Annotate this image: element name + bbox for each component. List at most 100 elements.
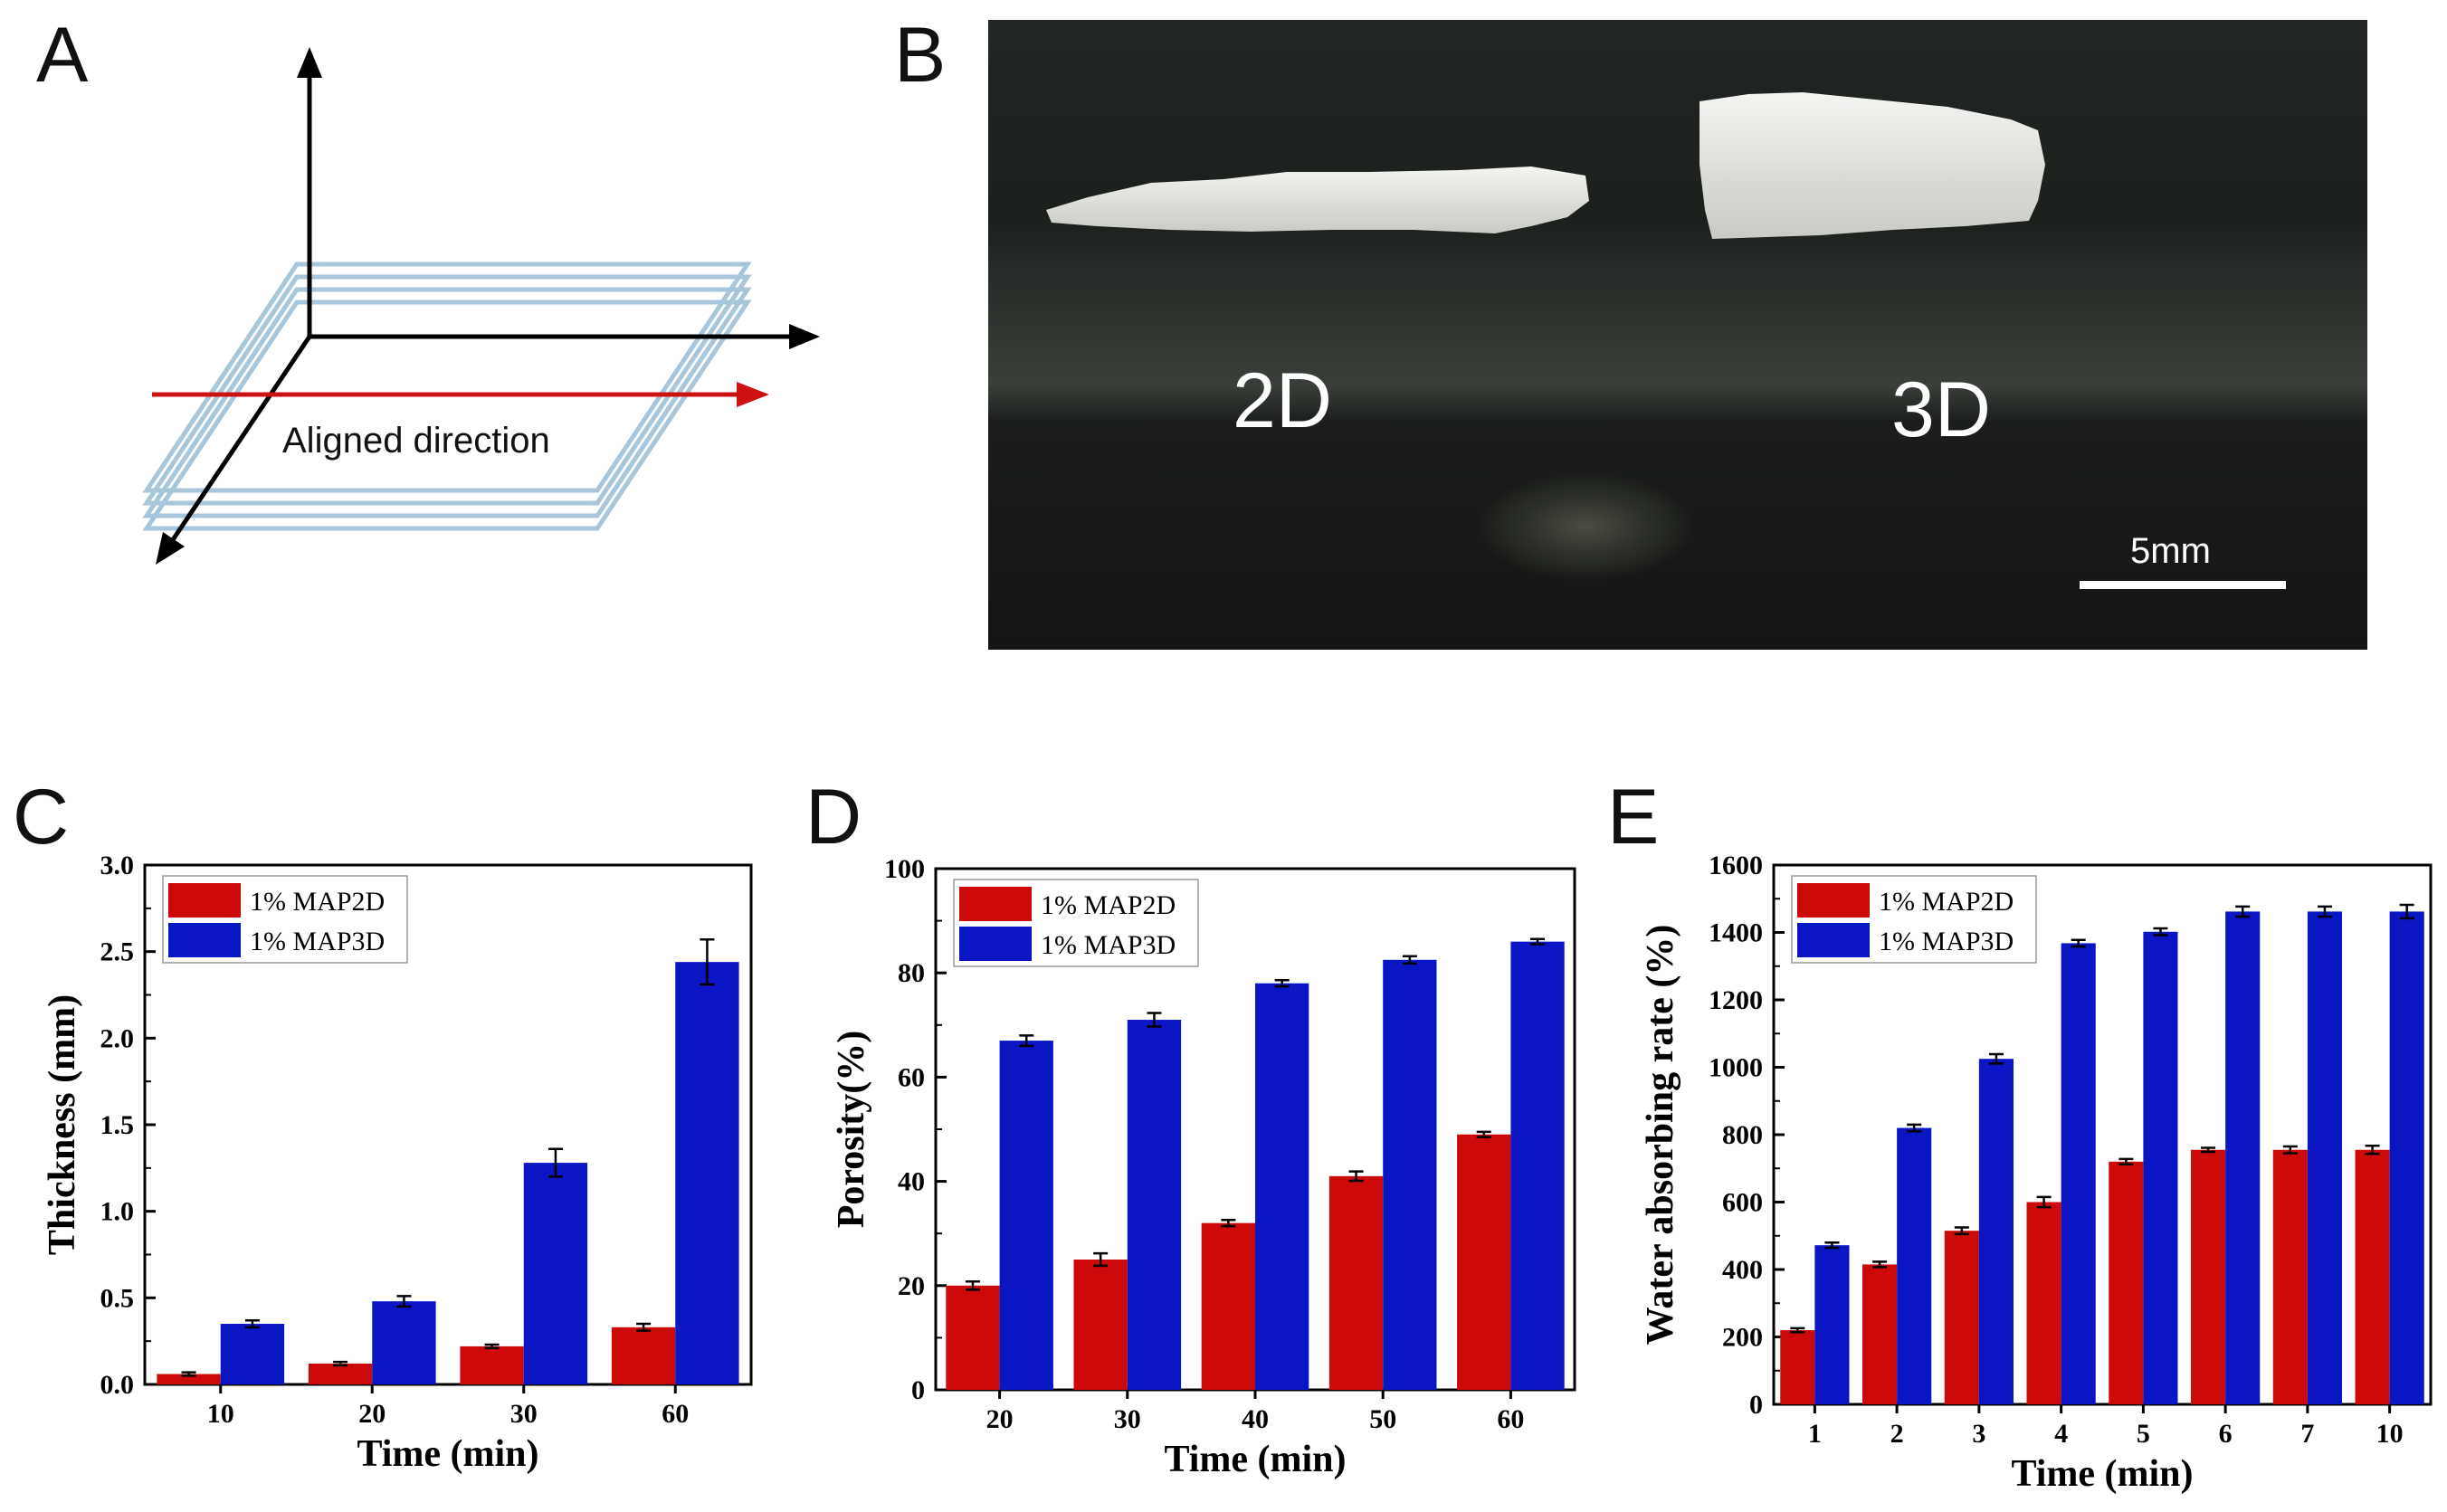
bar [1814, 1245, 1850, 1404]
x-axis-label: Time (min) [2011, 1453, 2193, 1495]
bar [2272, 1149, 2308, 1404]
y-tick-label: 400 [1722, 1255, 1763, 1285]
label-3d: 3D [1891, 366, 1991, 453]
bar [2389, 911, 2424, 1404]
bar [1944, 1231, 1979, 1404]
x-tick-label: 20 [986, 1404, 1014, 1434]
legend-swatch [959, 927, 1032, 961]
x-tick-label: 4 [2054, 1419, 2068, 1449]
bar [999, 1041, 1053, 1390]
y-tick-label: 0.0 [100, 1370, 135, 1400]
x-tick-label: 7 [2300, 1419, 2314, 1449]
y-tick-label: 1200 [1709, 985, 1763, 1015]
bar [2225, 911, 2261, 1404]
y-tick-label: 3.0 [100, 851, 135, 880]
panel-letter-c: C [13, 774, 70, 861]
y-tick-label: 100 [884, 854, 925, 884]
thickness-chart: 0.0 0.5 1.0 1.5 2.0 2.5 3.0 10 20 30 60 Time (min) T… [42, 851, 753, 1475]
x-tick-label: 5 [2137, 1419, 2150, 1449]
axis-arrows [156, 47, 820, 565]
bar [308, 1364, 373, 1384]
bar [1510, 941, 1565, 1390]
y-tick-label: 1600 [1709, 851, 1763, 880]
bar [1457, 1134, 1511, 1390]
y-tick-label: 2.5 [100, 937, 135, 967]
x-tick-label: 30 [510, 1399, 538, 1429]
y-tick-label: 1000 [1709, 1053, 1763, 1083]
legend-label: 1% MAP3D [250, 927, 385, 956]
x-tick-label: 10 [207, 1399, 234, 1429]
y-tick-label: 80 [898, 958, 925, 988]
x-axis-label: Time (min) [357, 1433, 538, 1475]
aligned-direction-arrow [152, 382, 769, 407]
bar [1073, 1260, 1128, 1390]
x-tick-label: 10 [2376, 1419, 2404, 1449]
x-tick-label: 6 [2219, 1419, 2233, 1449]
legend-label: 1% MAP2D [1879, 887, 2014, 917]
x-tick-label: 1 [1808, 1419, 1822, 1449]
bar [675, 962, 739, 1384]
panel-letter-b: B [894, 12, 947, 99]
scaffold-3d [1700, 92, 2045, 239]
x-tick-label: 3 [1972, 1419, 1985, 1449]
y-tick-label: 1400 [1709, 918, 1763, 948]
scale-bar-label: 5mm [2130, 531, 2211, 571]
bar [1201, 1222, 1255, 1390]
aligned-direction-diagram: Aligned direction [142, 47, 820, 565]
bar [523, 1163, 588, 1384]
y-tick-label: 800 [1722, 1120, 1763, 1150]
scaffold-2d [1046, 166, 1589, 233]
legend-label: 1% MAP3D [1041, 930, 1176, 960]
bar [157, 1374, 221, 1384]
x-tick-label: 40 [1242, 1404, 1269, 1434]
y-tick-label: 200 [1722, 1323, 1763, 1353]
bar [2143, 931, 2178, 1404]
y-tick-label: 2.0 [100, 1023, 135, 1053]
legend-swatch [168, 883, 241, 918]
y-tick-label: 600 [1722, 1188, 1763, 1218]
water-absorbing-chart: 0 200 400 600 800 1000 1200 1400 1600 1 2 3 4 5 6 7 10 Ti… [1640, 851, 2433, 1495]
legend-swatch [1797, 923, 1870, 957]
aligned-direction-label: Aligned direction [282, 421, 550, 461]
x-tick-label: 60 [1497, 1404, 1524, 1434]
bar [2307, 911, 2342, 1404]
fiber-planes [142, 262, 752, 531]
legend-swatch [959, 887, 1032, 921]
bar [1897, 1127, 1932, 1404]
legend-swatch [1797, 883, 1870, 918]
bar [2191, 1149, 2226, 1404]
y-tick-label: 0.5 [100, 1283, 135, 1313]
y-axis-label: Porosity(%) [831, 1031, 872, 1229]
bar [946, 1285, 1000, 1390]
y-tick-label: 20 [898, 1271, 925, 1301]
bar [2061, 943, 2096, 1404]
bar [1780, 1330, 1815, 1404]
y-tick-label: 0 [911, 1375, 925, 1405]
y-tick-label: 60 [898, 1062, 925, 1092]
panel-letter-d: D [805, 774, 862, 861]
bar [1383, 959, 1437, 1390]
y-tick-label: 1.0 [100, 1197, 135, 1227]
legend-swatch [168, 923, 241, 957]
y-tick-label: 0 [1749, 1390, 1763, 1420]
x-tick-label: 60 [662, 1399, 689, 1429]
label-2d: 2D [1233, 357, 1332, 444]
scale-bar [2080, 581, 2286, 589]
bar [1978, 1059, 2014, 1404]
bar [1862, 1264, 1898, 1404]
scaffold-photo: 2D 3D 5mm [988, 20, 2367, 650]
legend-label: 1% MAP2D [250, 887, 385, 917]
x-tick-label: 2 [1890, 1419, 1904, 1449]
y-tick-label: 40 [898, 1167, 925, 1197]
porosity-chart: 0 20 40 60 80 100 20 30 40 50 60 Time (min) Porosity… [831, 854, 1576, 1480]
bar [1127, 1020, 1182, 1390]
bar [2355, 1149, 2390, 1404]
bar [2109, 1161, 2144, 1404]
bar [372, 1301, 436, 1384]
panel-letter-e: E [1607, 774, 1660, 861]
bar [220, 1324, 285, 1384]
bar [460, 1346, 524, 1384]
y-axis-label: Thickness (mm) [42, 994, 83, 1255]
legend-label: 1% MAP2D [1041, 890, 1176, 920]
legend-label: 1% MAP3D [1879, 927, 2014, 956]
